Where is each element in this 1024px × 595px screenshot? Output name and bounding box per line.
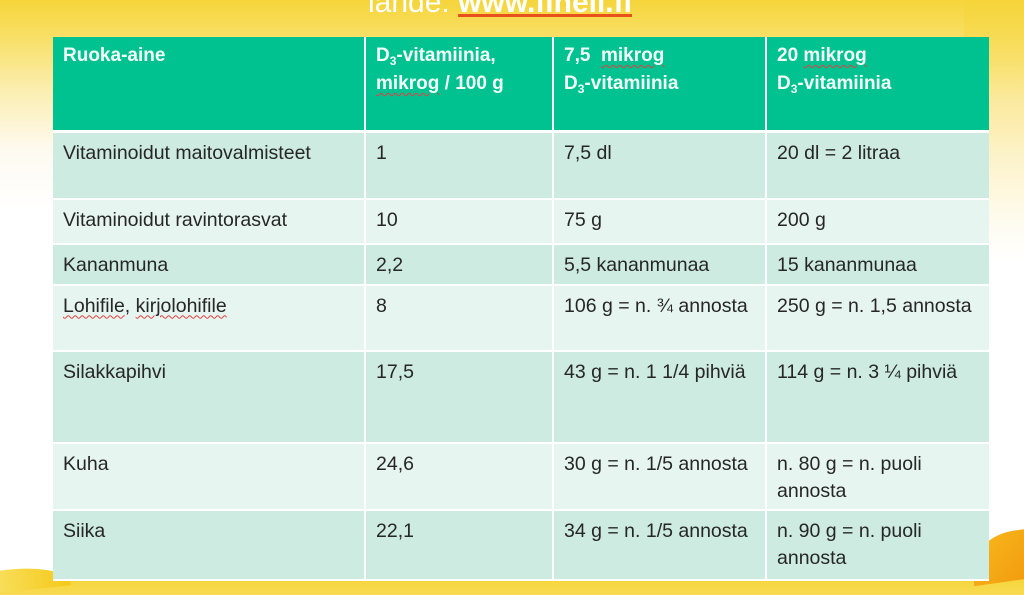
cell-d3-per-100g: 22,1 [365,509,554,581]
header-food: Ruoka-aine [53,37,366,133]
subscript: 3 [577,82,585,96]
food-text-misspelled: kirjolohifile [135,294,227,317]
subscript: 3 [790,82,798,96]
cell-food: Vitaminoidut ravintorasvat [53,198,366,245]
table-row: Siika 22,1 34 g = n. 1/5 annosta n. 90 g… [53,509,989,581]
cell-food: Siika [53,509,366,581]
cell-for-20: n. 80 g = n. puoli annosta [766,442,989,511]
header-d3-per-100g: D3-vitamiinia, mikrog / 100 g [365,37,554,133]
header-text: D [564,73,578,94]
source-prefix: lähde: [368,0,459,19]
subscript: 3 [389,54,397,68]
vitamin-d-table: Ruoka-aine D3-vitamiinia, mikrog / 100 g… [53,37,989,581]
header-text: / 100 g [439,73,504,94]
header-text-misspelled: mikrog [803,45,867,66]
cell-food: Lohifile, kirjolohifile [53,284,366,352]
header-20-mikrog: 20 mikrog D3-vitamiinia [766,37,989,133]
header-text: -vitamiinia, [396,45,496,66]
cell-d3-per-100g: 8 [365,284,554,352]
cell-for-20: 114 g = n. 3 ¼ pihviä [766,350,989,444]
table-row: Vitaminoidut maitovalmisteet 1 7,5 dl 20… [53,131,989,200]
header-text-misspelled: mikrog [376,73,440,94]
cell-for-7-5: 106 g = n. ¾ annosta [553,284,767,352]
cell-for-20: 200 g [766,198,989,245]
source-citation: lähde: www.fineli.fi [368,0,632,20]
cell-for-20: 250 g = n. 1,5 annosta [766,284,989,352]
header-food-label: Ruoka-aine [63,45,166,66]
food-text-misspelled: Lohifile [63,294,125,317]
table-header-row: Ruoka-aine D3-vitamiinia, mikrog / 100 g… [53,37,989,133]
header-text-misspelled: mikrog [600,45,665,66]
cell-for-7-5: 30 g = n. 1/5 annosta [553,442,767,511]
cell-for-7-5: 34 g = n. 1/5 annosta [553,509,767,581]
cell-d3-per-100g: 17,5 [365,350,554,444]
cell-food: Kananmuna [53,243,366,286]
food-text: , [124,294,136,317]
header-text: D [376,45,390,66]
header-7-5-mikrog: 7,5 mikrog D3-vitamiinia [553,37,767,133]
table-row: Vitaminoidut ravintorasvat 10 75 g 200 g [53,198,989,245]
source-link[interactable]: www.fineli.fi [458,0,632,19]
header-text: -vitamiinia [797,73,892,94]
table-row: Lohifile, kirjolohifile 8 106 g = n. ¾ a… [53,284,989,352]
cell-d3-per-100g: 1 [365,131,554,200]
cell-for-7-5: 7,5 dl [553,131,767,200]
cell-for-20: 20 dl = 2 litraa [766,131,989,200]
cell-for-7-5: 43 g = n. 1 1/4 pihviä [553,350,767,444]
table-row: Kuha 24,6 30 g = n. 1/5 annosta n. 80 g … [53,442,989,511]
header-text: D [777,73,791,94]
cell-food: Kuha [53,442,366,511]
cell-for-7-5: 5,5 kananmunaa [553,243,767,286]
cell-for-20: 15 kananmunaa [766,243,989,286]
cell-for-7-5: 75 g [553,198,767,245]
cell-for-20: n. 90 g = n. puoli annosta [766,509,989,581]
header-text: 20 [777,45,804,66]
cell-food: Silakkapihvi [53,350,366,444]
table-row: Kananmuna 2,2 5,5 kananmunaa 15 kananmun… [53,243,989,286]
cell-d3-per-100g: 2,2 [365,243,554,286]
table-row: Silakkapihvi 17,5 43 g = n. 1 1/4 pihviä… [53,350,989,444]
cell-food: Vitaminoidut maitovalmisteet [53,131,366,200]
header-text: -vitamiinia [584,73,679,94]
cell-d3-per-100g: 24,6 [365,442,554,511]
header-text: 7,5 [564,45,601,66]
cell-d3-per-100g: 10 [365,198,554,245]
